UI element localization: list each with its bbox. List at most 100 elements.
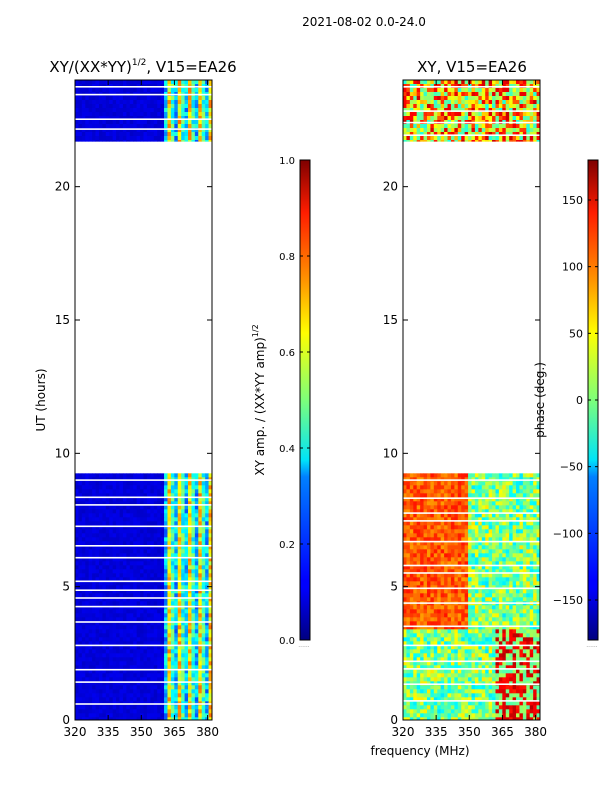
heatmap-cell xyxy=(512,513,517,518)
heatmap-cell xyxy=(109,589,114,594)
heatmap-cell xyxy=(536,633,541,638)
heatmap-cell xyxy=(112,537,117,542)
heatmap-cell xyxy=(188,489,192,494)
heatmap-cell xyxy=(498,617,503,622)
heatmap-cell xyxy=(406,577,411,582)
heatmap-cell xyxy=(140,645,144,650)
heatmap-cell xyxy=(167,641,172,646)
heatmap-cell xyxy=(95,116,100,121)
heatmap-cell xyxy=(437,637,442,642)
heatmap-cell xyxy=(498,645,503,650)
heatmap-cell xyxy=(170,681,175,686)
heatmap-cell xyxy=(150,513,155,518)
heatmap-cell xyxy=(194,509,199,514)
heatmap-cell xyxy=(167,705,172,710)
heatmap-cell xyxy=(512,589,517,594)
heatmap-cell xyxy=(157,601,162,606)
heatmap-cell xyxy=(116,509,120,514)
heatmap-cell xyxy=(502,485,507,490)
heatmap-cell xyxy=(146,713,151,718)
heatmap-cell xyxy=(129,537,134,542)
heatmap-cell xyxy=(174,589,179,594)
heatmap-cell xyxy=(440,529,445,534)
heatmap-cell xyxy=(450,485,455,490)
heatmap-cell xyxy=(88,517,93,522)
heatmap-cell xyxy=(157,525,162,530)
heatmap-cell xyxy=(529,509,534,514)
heatmap-cell xyxy=(416,537,421,542)
heatmap-cell xyxy=(140,649,144,654)
heatmap-cell xyxy=(119,136,124,141)
heatmap-cell xyxy=(194,617,199,622)
heatmap-cell xyxy=(75,136,79,141)
heatmap-cell xyxy=(533,545,537,550)
flagged-row xyxy=(75,86,212,88)
heatmap-cell xyxy=(181,581,185,586)
heatmap-cell xyxy=(109,581,114,586)
heatmap-cell xyxy=(184,673,189,678)
heatmap-cell xyxy=(160,116,165,121)
heatmap-cell xyxy=(136,136,141,141)
heatmap-cell xyxy=(457,641,462,646)
heatmap-cell xyxy=(153,569,158,574)
heatmap-cell xyxy=(437,593,442,598)
heatmap-cell xyxy=(157,585,162,590)
heatmap-cell xyxy=(495,493,500,498)
heatmap-cell xyxy=(488,517,493,522)
heatmap-cell xyxy=(170,625,175,630)
heatmap-cell xyxy=(509,521,513,526)
heatmap-cell xyxy=(512,473,517,478)
heatmap-cell xyxy=(92,513,96,518)
heatmap-cell xyxy=(191,525,196,530)
heatmap-cell xyxy=(146,96,151,101)
heatmap-cell xyxy=(146,673,151,678)
heatmap-cell xyxy=(188,669,192,674)
heatmap-cell xyxy=(474,605,479,610)
heatmap-cell xyxy=(81,641,86,646)
heatmap-cell xyxy=(509,485,513,490)
heatmap-cell xyxy=(146,537,151,542)
heatmap-cell xyxy=(102,677,107,682)
heatmap-cell xyxy=(447,529,452,534)
heatmap-cell xyxy=(526,589,531,594)
heatmap-cell xyxy=(88,96,93,101)
heatmap-cell xyxy=(81,545,86,550)
heatmap-cell xyxy=(109,641,114,646)
heatmap-cell xyxy=(102,557,107,562)
heatmap-cell xyxy=(167,565,172,570)
heatmap-cell xyxy=(444,613,448,618)
heatmap-cell xyxy=(136,112,141,117)
heatmap-cell xyxy=(505,561,510,566)
heatmap-cell xyxy=(140,665,144,670)
heatmap-cell xyxy=(198,661,203,666)
heatmap-cell xyxy=(136,645,141,650)
heatmap-cell xyxy=(157,533,162,538)
heatmap-cell xyxy=(416,573,421,578)
heatmap-cell xyxy=(119,625,124,630)
heatmap-cell xyxy=(498,589,503,594)
heatmap-cell xyxy=(457,617,462,622)
heatmap-cell xyxy=(208,617,213,622)
heatmap-cell xyxy=(444,537,448,542)
heatmap-cell xyxy=(150,124,155,129)
heatmap-cell xyxy=(126,517,131,522)
heatmap-cell xyxy=(444,549,448,554)
heatmap-cell xyxy=(160,489,165,494)
heatmap-cell xyxy=(129,549,134,554)
heatmap-cell xyxy=(194,100,199,105)
heatmap-cell xyxy=(75,104,79,109)
heatmap-cell xyxy=(164,617,168,622)
heatmap-cell xyxy=(126,128,131,133)
heatmap-cell xyxy=(522,533,527,538)
heatmap-cell xyxy=(153,621,158,626)
heatmap-cell xyxy=(181,525,185,530)
heatmap-cell xyxy=(150,485,155,490)
heatmap-cell xyxy=(188,473,192,478)
heatmap-cell xyxy=(88,573,93,578)
heatmap-cell xyxy=(170,120,175,125)
heatmap-cell xyxy=(440,609,445,614)
heatmap-cell xyxy=(160,120,165,125)
heatmap-cell xyxy=(194,713,199,718)
heatmap-cell xyxy=(105,108,110,113)
heatmap-cell xyxy=(170,549,175,554)
